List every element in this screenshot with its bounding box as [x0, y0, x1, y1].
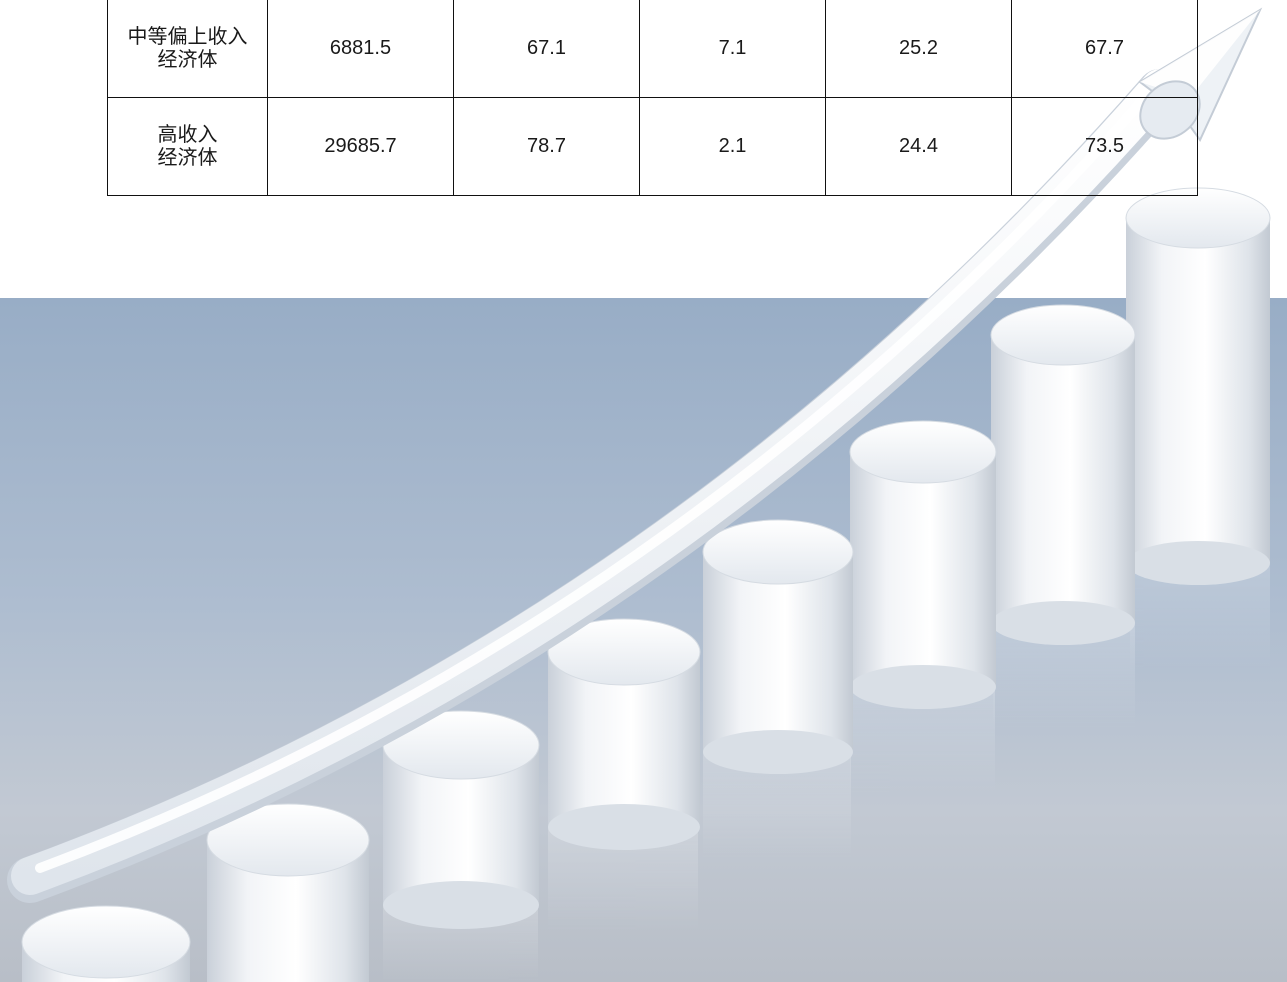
table-cell: 7.1 — [639, 0, 826, 98]
table-cell: 6881.5 — [267, 0, 454, 98]
column — [849, 420, 997, 709]
table-cell: 73.5 — [1011, 97, 1198, 196]
table-cell: 67.1 — [453, 0, 640, 98]
table-cell: 29685.7 — [267, 97, 454, 196]
row-label-line: 经济体 — [157, 48, 218, 71]
table-row: 中等偏上收入 经济体 6881.5 67.1 7.1 25.2 67.7 — [107, 0, 1198, 98]
data-table: 中等偏上收入 经济体 6881.5 67.1 7.1 25.2 67.7 高收入… — [107, 0, 1198, 196]
table-row: 高收入 经济体 29685.7 78.7 2.1 24.4 73.5 — [107, 97, 1198, 196]
table-cell: 24.4 — [825, 97, 1012, 196]
row-label: 中等偏上收入 经济体 — [107, 0, 268, 98]
column — [21, 905, 191, 982]
row-label-line: 高收入 — [157, 123, 218, 146]
table-cell: 2.1 — [639, 97, 826, 196]
column — [702, 519, 854, 774]
table-cell: 25.2 — [825, 0, 1012, 98]
row-label-line: 经济体 — [157, 146, 218, 169]
rising-arrow — [7, 7, 1263, 903]
column — [1125, 187, 1271, 585]
column — [382, 710, 540, 929]
column — [206, 803, 370, 982]
table-cell: 78.7 — [453, 97, 640, 196]
row-label: 高收入 经济体 — [107, 97, 268, 196]
row-label-line: 中等偏上收入 — [127, 25, 248, 48]
table-cell: 67.7 — [1011, 0, 1198, 98]
column — [990, 304, 1136, 645]
column — [547, 618, 701, 850]
